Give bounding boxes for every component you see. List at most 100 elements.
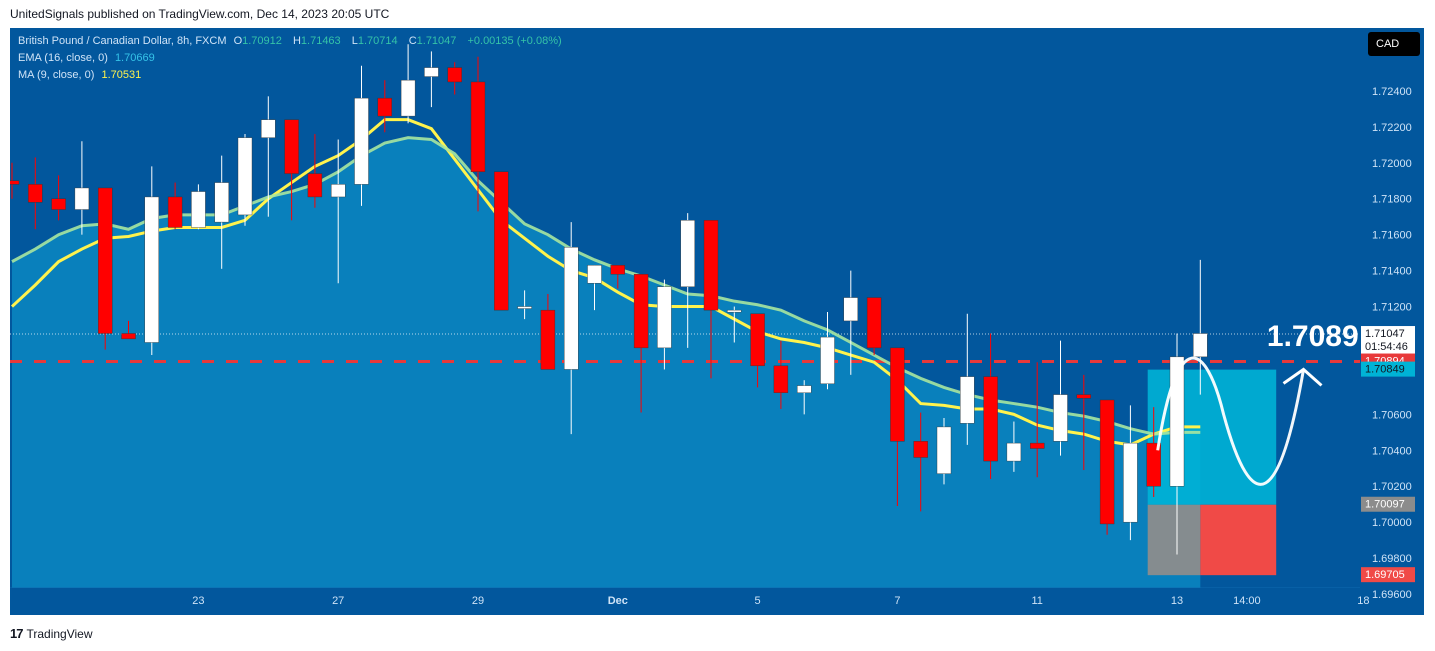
candlestick-chart[interactable]: 1.7089 1.69600 1.69800 1.70000 1.70200 1.704… bbox=[10, 28, 1424, 615]
candle-body bbox=[261, 119, 276, 138]
y-tick-label: 1.69600 bbox=[1372, 589, 1412, 601]
y-tick-label: 1.72000 bbox=[1372, 158, 1412, 170]
tradingview-logo-text: TradingView bbox=[26, 626, 93, 641]
x-tick-label: 29 bbox=[472, 595, 484, 607]
candle-body bbox=[214, 182, 229, 223]
chart-area[interactable]: 1.7089 1.69600 1.69800 1.70000 1.70200 1.704… bbox=[10, 28, 1424, 615]
legend-ema-row: EMA (16, close, 0) 1.70669 bbox=[18, 52, 159, 64]
y-tick-label: 1.71200 bbox=[1372, 302, 1412, 314]
candle bbox=[936, 417, 952, 485]
legend-ma-label: MA (9, close, 0) bbox=[18, 69, 95, 81]
x-tick-label: 14:00 bbox=[1233, 595, 1261, 607]
candle-body bbox=[447, 67, 462, 83]
target-annotation: 1.7089 bbox=[1267, 320, 1359, 353]
y-tick-label: 1.71400 bbox=[1372, 266, 1412, 278]
candle bbox=[866, 297, 882, 356]
candle-body bbox=[517, 306, 532, 309]
legend-o-label: O bbox=[233, 35, 243, 47]
candle bbox=[470, 56, 486, 212]
price-tag-value: 1.71047 bbox=[1365, 328, 1405, 340]
y-tick-label: 1.71600 bbox=[1372, 230, 1412, 242]
currency-button[interactable]: CAD bbox=[1368, 32, 1420, 56]
legend-ema-label: EMA (16, close, 0) bbox=[18, 52, 108, 64]
legend-l-value: 1.70714 bbox=[357, 35, 398, 47]
candle bbox=[564, 222, 579, 435]
candle-body bbox=[424, 67, 439, 77]
candle-body bbox=[633, 274, 649, 349]
x-tick-label: 18 bbox=[1357, 595, 1369, 607]
candle bbox=[494, 171, 509, 311]
candle-body bbox=[564, 247, 579, 370]
candle-body bbox=[913, 441, 928, 458]
candle-body bbox=[797, 385, 812, 393]
candle bbox=[331, 139, 346, 284]
candle-body bbox=[680, 220, 695, 287]
candle bbox=[167, 182, 183, 230]
tradingview-logo[interactable]: 17 TradingView bbox=[10, 626, 93, 641]
candle-body bbox=[1193, 333, 1208, 358]
entry-zone bbox=[1147, 504, 1201, 576]
candle bbox=[1146, 407, 1161, 498]
ema-area bbox=[12, 137, 1201, 588]
legend-ema-value: 1.70669 bbox=[114, 52, 155, 64]
candle-body bbox=[820, 336, 835, 385]
candle-body bbox=[97, 187, 113, 334]
candle bbox=[191, 184, 206, 230]
candle-body bbox=[843, 297, 858, 322]
publish-info: UnitedSignals published on TradingView.c… bbox=[10, 7, 390, 21]
candle-body bbox=[936, 426, 952, 474]
x-tick-label: 27 bbox=[332, 595, 344, 607]
candle bbox=[913, 412, 928, 512]
candle bbox=[214, 155, 229, 269]
candle-body bbox=[610, 265, 625, 275]
candle bbox=[144, 166, 160, 356]
candle-body bbox=[587, 265, 602, 284]
candle-body bbox=[1053, 394, 1068, 442]
candle-body bbox=[1146, 442, 1161, 487]
legend-symbol: British Pound / Canadian Dollar, 8h, FXC… bbox=[18, 35, 227, 47]
candle-body bbox=[167, 196, 183, 228]
candle bbox=[447, 62, 462, 95]
time-axis bbox=[10, 588, 1424, 615]
candle bbox=[727, 306, 742, 343]
candle bbox=[354, 65, 369, 206]
candle bbox=[517, 290, 532, 320]
legend-ma-row: MA (9, close, 0) 1.70531 bbox=[18, 69, 145, 81]
candle bbox=[121, 320, 136, 340]
candle-body bbox=[400, 79, 416, 117]
candle bbox=[28, 157, 43, 230]
candle-body bbox=[494, 171, 509, 311]
candle bbox=[773, 340, 789, 409]
candle bbox=[587, 265, 602, 311]
y-tick-label: 1.72400 bbox=[1372, 86, 1412, 98]
x-tick-label: 13 bbox=[1171, 595, 1183, 607]
candle bbox=[750, 313, 765, 388]
candle-body bbox=[773, 365, 789, 393]
candle bbox=[1006, 421, 1022, 472]
candle-body bbox=[983, 376, 998, 462]
candle-body bbox=[354, 97, 369, 185]
candle bbox=[97, 187, 113, 350]
candle bbox=[51, 175, 66, 221]
candle-body bbox=[1076, 394, 1092, 399]
x-tick-label: 5 bbox=[755, 595, 761, 607]
legend-c-value: 1.71047 bbox=[416, 35, 457, 47]
candle-body bbox=[144, 196, 160, 343]
candle-body bbox=[28, 184, 43, 203]
price-tag bbox=[1361, 567, 1415, 583]
legend-h-label: H bbox=[292, 35, 301, 47]
candle bbox=[983, 333, 998, 480]
x-tick-label: 23 bbox=[192, 595, 204, 607]
legend-h-value: 1.71463 bbox=[300, 35, 341, 47]
candle bbox=[540, 293, 556, 370]
candle-body bbox=[1123, 442, 1138, 523]
candle-body bbox=[10, 180, 20, 185]
legend-l-label: L bbox=[351, 35, 358, 47]
candle-body bbox=[540, 309, 556, 370]
candle-body bbox=[307, 173, 323, 198]
candle-body bbox=[1099, 399, 1115, 525]
candle bbox=[610, 265, 625, 289]
candle bbox=[1193, 259, 1208, 395]
candle bbox=[400, 44, 416, 124]
candle-body bbox=[51, 198, 66, 210]
